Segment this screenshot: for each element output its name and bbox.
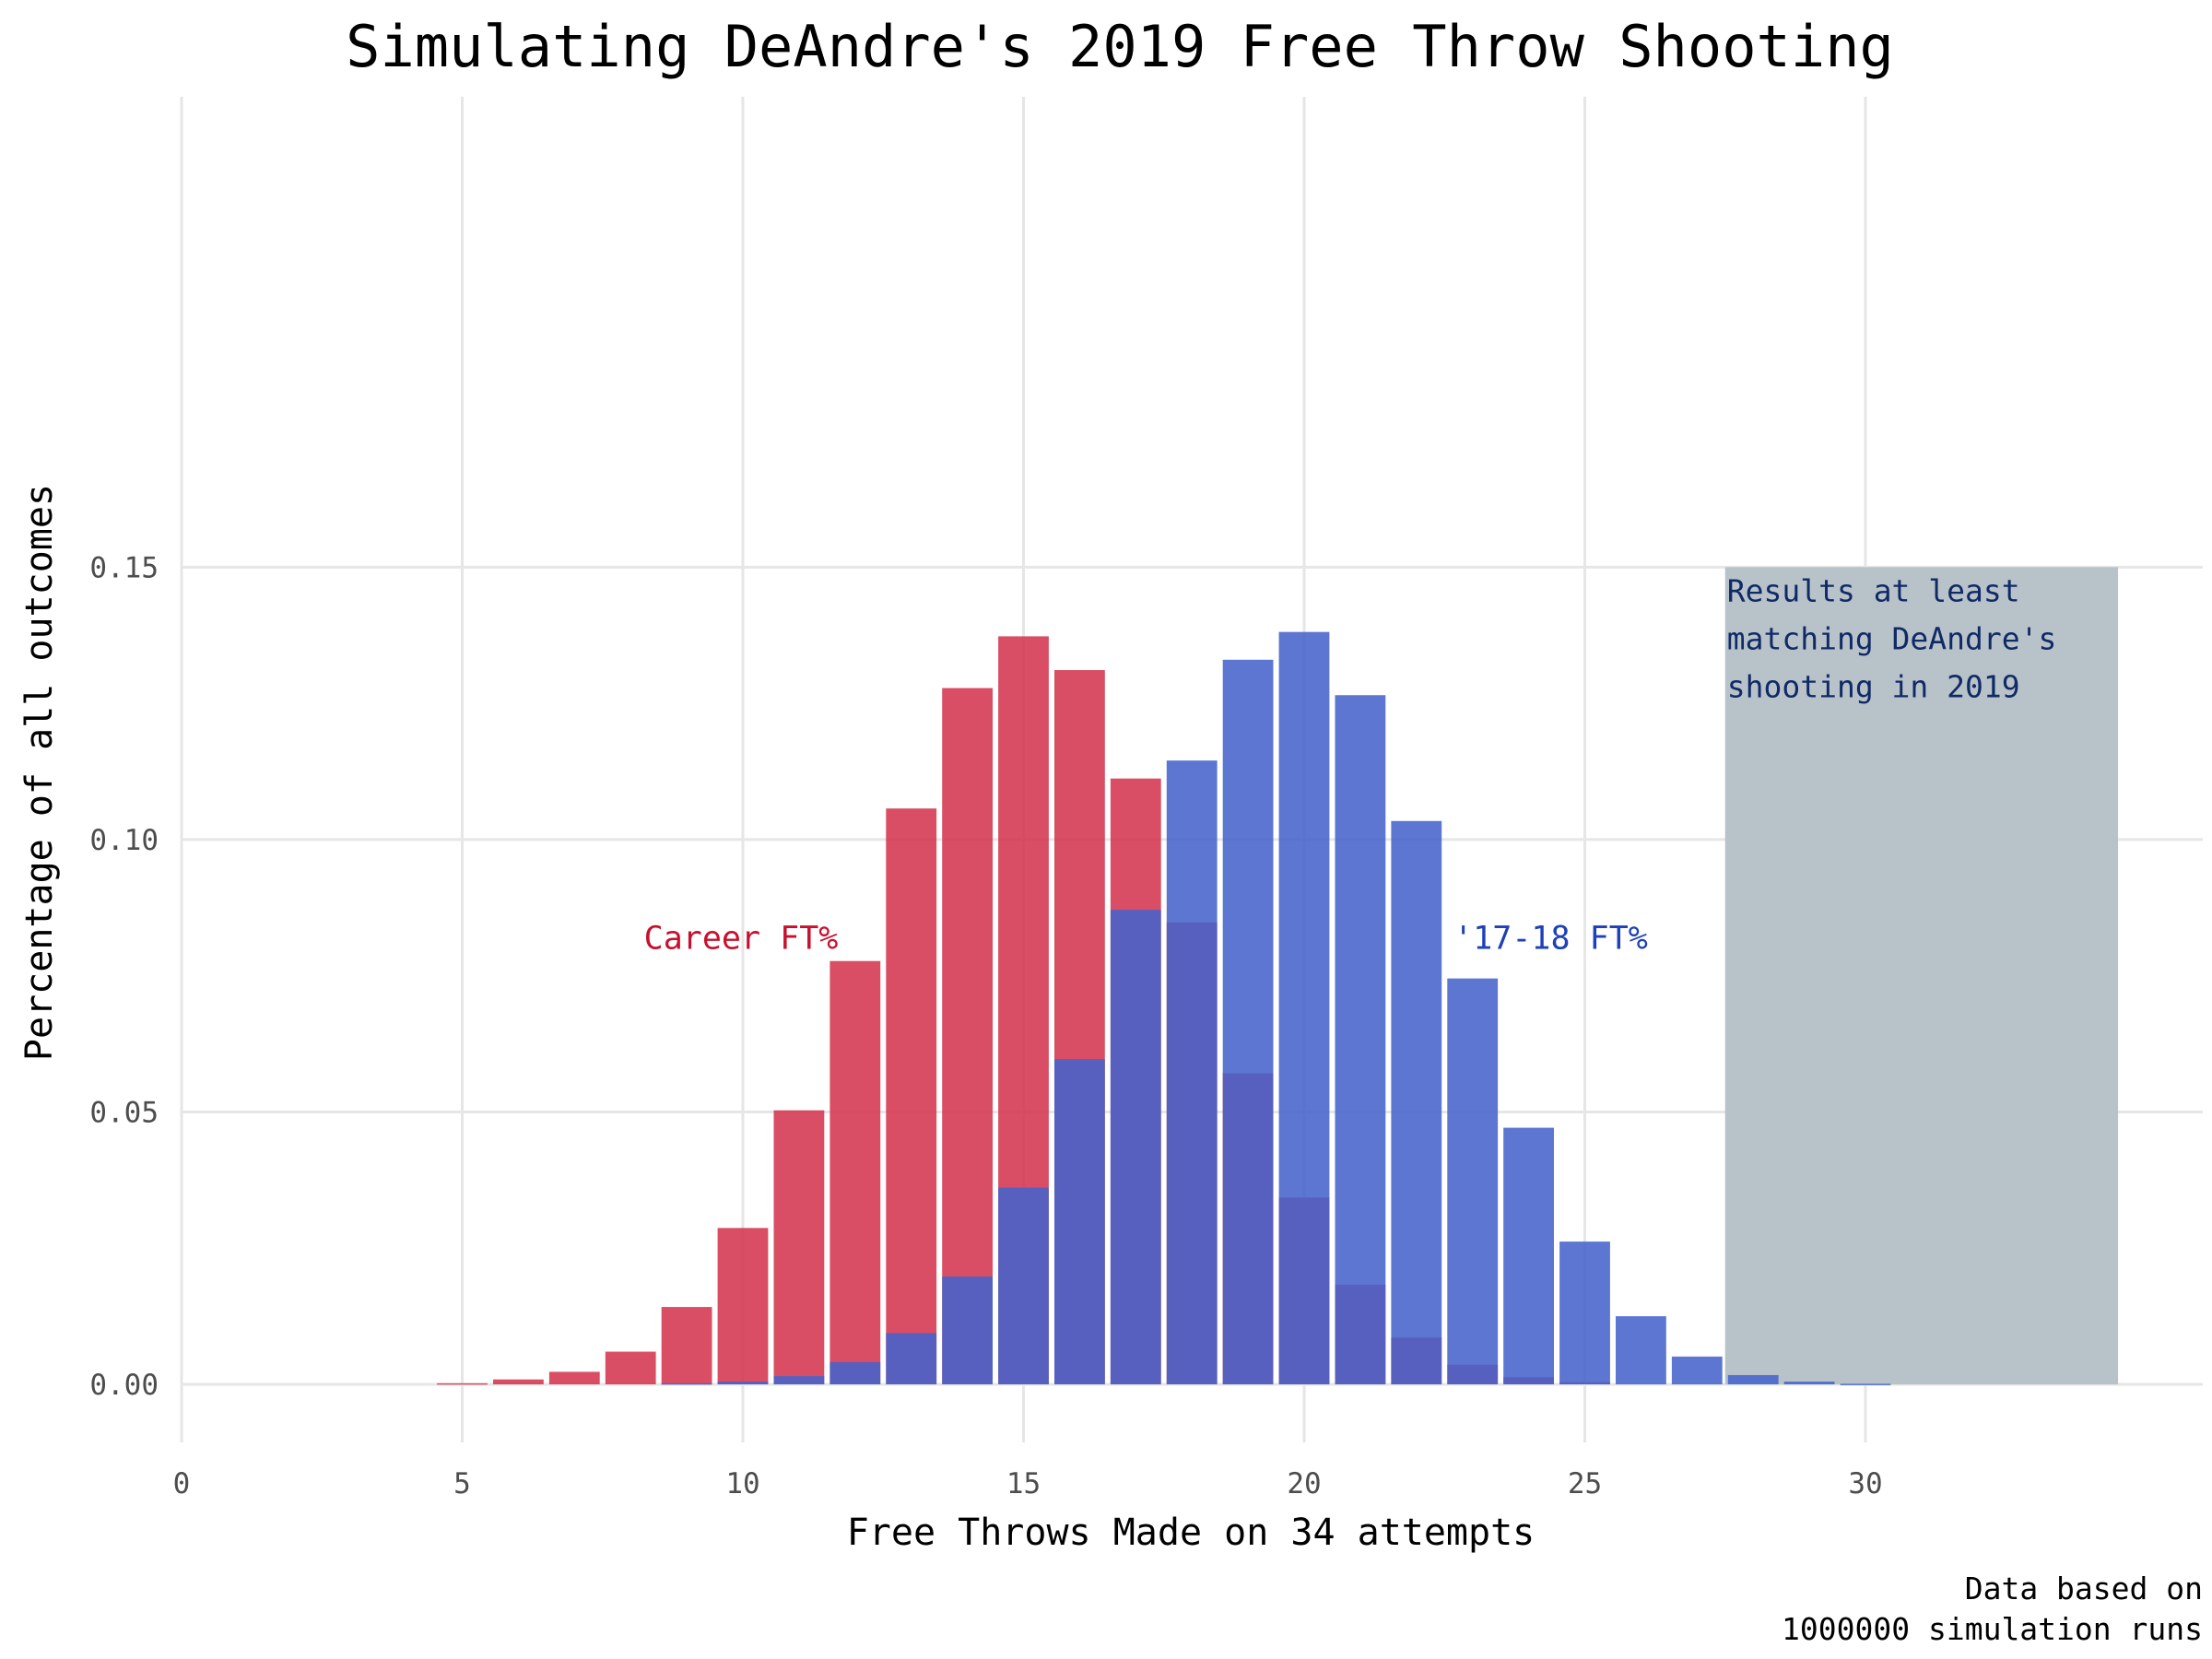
caption-line-2: 1000000 simulation runs bbox=[1782, 1611, 2203, 1647]
highlight-region-line-2: matching DeAndre's bbox=[1727, 620, 2057, 656]
y-tick-label-1: 0.05 bbox=[89, 1096, 159, 1129]
highlight-region bbox=[1724, 567, 2119, 1384]
bar-series2-x29 bbox=[1783, 1382, 1835, 1384]
bar-series2-x11 bbox=[773, 1376, 825, 1384]
y-axis-title: Percentage of all outcomes bbox=[18, 484, 61, 1061]
bar-series1-x5 bbox=[437, 1382, 488, 1385]
bar-series2-x10 bbox=[717, 1382, 769, 1384]
bar-series1-x6 bbox=[492, 1379, 544, 1384]
x-tick-label-1: 5 bbox=[453, 1467, 471, 1500]
x-tick-label-5: 25 bbox=[1568, 1467, 1602, 1500]
x-tick-label-6: 30 bbox=[1848, 1467, 1882, 1500]
bar-series1-x9 bbox=[661, 1307, 712, 1384]
bar-series2-x17 bbox=[1110, 910, 1161, 1384]
bars-layer bbox=[437, 631, 1891, 1385]
bar-series2-x15 bbox=[998, 1187, 1049, 1384]
bar-series2-x19 bbox=[1222, 659, 1274, 1384]
x-axis-title: Free Throws Made on 34 attempts bbox=[847, 1512, 1535, 1554]
bar-series2-x24 bbox=[1503, 1127, 1555, 1384]
highlight-region-layer: Results at least matching DeAndre's shooti… bbox=[1724, 567, 2119, 1384]
caption-line-1: Data based on bbox=[1965, 1571, 2203, 1606]
highlight-region-line-3: shooting in 2019 bbox=[1727, 668, 2020, 704]
bar-series2-x14 bbox=[942, 1276, 994, 1384]
series-label-2: '17-18 FT% bbox=[1453, 920, 1648, 957]
bar-series2-x13 bbox=[886, 1333, 937, 1384]
bar-series2-x30 bbox=[1840, 1383, 1891, 1385]
x-tick-label-0: 0 bbox=[173, 1467, 191, 1500]
bar-series2-x21 bbox=[1335, 695, 1386, 1384]
bar-series2-x25 bbox=[1559, 1241, 1610, 1384]
x-tick-label-4: 20 bbox=[1287, 1467, 1321, 1500]
bar-series1-x14 bbox=[942, 688, 994, 1384]
x-tick-label-2: 10 bbox=[725, 1467, 759, 1500]
bar-series1-x11 bbox=[773, 1110, 825, 1384]
bar-series1-x13 bbox=[886, 808, 937, 1384]
y-tick-label-2: 0.10 bbox=[89, 824, 159, 857]
bar-series2-x16 bbox=[1053, 1059, 1105, 1384]
bar-series2-x28 bbox=[1727, 1374, 1779, 1384]
y-tick-label-3: 0.15 bbox=[89, 551, 159, 584]
x-tick-label-3: 15 bbox=[1006, 1467, 1041, 1500]
y-tick-label-0: 0.00 bbox=[89, 1369, 159, 1402]
labels-layer: Career FT% '17-18 FT% bbox=[644, 920, 1648, 957]
series-label-1: Career FT% bbox=[644, 920, 839, 957]
bar-series2-x26 bbox=[1615, 1316, 1666, 1384]
bar-series2-x22 bbox=[1391, 820, 1442, 1384]
highlight-region-line-1: Results at least bbox=[1727, 572, 2020, 608]
bar-series1-x12 bbox=[830, 960, 881, 1384]
bar-series2-x9 bbox=[661, 1382, 712, 1385]
bar-series2-x27 bbox=[1671, 1356, 1723, 1384]
bar-series2-x23 bbox=[1447, 978, 1499, 1384]
bar-series2-x12 bbox=[830, 1361, 881, 1384]
chart-title: Simulating DeAndre's 2019 Free Throw Sho… bbox=[346, 13, 1894, 80]
bar-series1-x7 bbox=[548, 1371, 600, 1384]
bar-series1-x10 bbox=[717, 1228, 769, 1384]
ticks-layer: 0 5 10 15 20 25 30 0.00 0.05 0.10 0.15 bbox=[89, 551, 1882, 1500]
bar-series2-x20 bbox=[1278, 631, 1330, 1384]
bar-series2-x18 bbox=[1166, 760, 1218, 1384]
bar-series1-x8 bbox=[605, 1351, 656, 1384]
